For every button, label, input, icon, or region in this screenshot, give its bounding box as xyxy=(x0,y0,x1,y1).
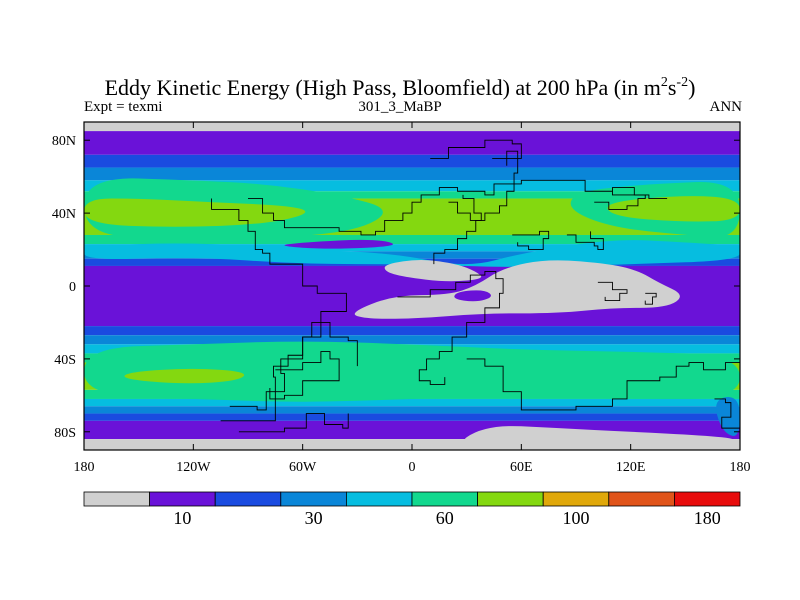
contour-region-7 xyxy=(124,368,245,384)
contour-band-7 xyxy=(84,234,740,245)
x-tick-label: 60W xyxy=(289,460,317,475)
coastline-15 xyxy=(492,150,519,166)
season-label: ANN xyxy=(709,99,743,115)
contour-band-8 xyxy=(84,244,740,252)
contour-region-4 xyxy=(84,240,740,267)
contour-band-12 xyxy=(84,326,740,336)
coastline-4 xyxy=(248,179,668,236)
contour-region-11 xyxy=(464,426,740,450)
contour-band-2 xyxy=(84,154,740,168)
coastline-3 xyxy=(238,413,349,433)
x-tick-label: 60E xyxy=(510,460,533,475)
coastline-7 xyxy=(512,230,550,251)
x-tick-label: 120W xyxy=(176,460,211,475)
contour-region-5 xyxy=(284,239,393,249)
colorbar-bin-6 xyxy=(411,491,478,507)
contour-region-3 xyxy=(607,196,740,222)
colorbar-bin-4 xyxy=(280,491,347,507)
contour-band-13 xyxy=(84,335,740,345)
axes: 180 120W 60W 0 60E 120E 180 80N 40N 0 40S 80S xyxy=(52,122,751,475)
coastline-0 xyxy=(211,198,347,422)
colorbar-bin-10 xyxy=(674,491,741,507)
coastline-9 xyxy=(594,187,646,210)
y-tick-label: 0 xyxy=(69,280,76,295)
coastline-10 xyxy=(397,270,504,385)
contour-band-3 xyxy=(84,167,740,181)
colorbar-bin-8 xyxy=(542,491,610,507)
colorbar-bin-5 xyxy=(345,491,413,507)
y-tick-label: 40S xyxy=(54,353,76,368)
colorbar-label: 100 xyxy=(563,508,590,528)
colorbar-label: 60 xyxy=(436,508,454,528)
coastline-13 xyxy=(644,292,657,305)
coastline-8 xyxy=(566,231,604,251)
contour-region-9 xyxy=(354,260,680,319)
colorbar-label: 180 xyxy=(694,508,721,528)
colorbar-bin-2 xyxy=(149,491,216,507)
x-tick-label: 120E xyxy=(616,460,646,475)
colorbar-bin-1 xyxy=(83,491,150,507)
colorbar-label: 10 xyxy=(173,508,191,528)
experiment-label: Expt = texmi xyxy=(84,99,163,115)
contour-band-4 xyxy=(84,180,740,192)
contour-band-1 xyxy=(84,131,740,155)
coastline-14 xyxy=(714,398,740,436)
contour-band-19 xyxy=(84,406,740,414)
y-tick-label: 80S xyxy=(54,426,76,441)
x-tick-label: 180 xyxy=(74,460,95,475)
colorbar-bin-7 xyxy=(477,491,544,507)
colorbar-label: 30 xyxy=(305,508,323,528)
chart-title: Eddy Kinetic Energy (High Pass, Bloomfie… xyxy=(104,75,696,100)
x-tick-label: 0 xyxy=(409,460,416,475)
colorbar-bin-3 xyxy=(214,491,282,507)
contour-band-5 xyxy=(84,191,740,199)
contour-band-20 xyxy=(84,413,740,421)
coastline-12 xyxy=(597,281,628,302)
coastline-2 xyxy=(269,351,340,400)
contour-region-8 xyxy=(384,260,482,282)
contour-region-1 xyxy=(84,198,306,227)
contour-band-9 xyxy=(84,251,740,259)
plot-area xyxy=(84,122,740,450)
y-tick-label: 80N xyxy=(52,134,76,149)
y-tick-label: 40N xyxy=(52,207,76,222)
coastline-5 xyxy=(430,139,522,265)
x-tick-label: 180 xyxy=(730,460,751,475)
colorbar-bin-9 xyxy=(608,491,675,507)
coastline-6 xyxy=(448,194,482,221)
colorbar: 10 30 60 100 180 xyxy=(83,491,741,528)
contour-band-18 xyxy=(84,398,740,407)
chart-subtitle: 301_3_MaBP xyxy=(358,99,442,115)
coastline-1 xyxy=(229,321,358,411)
contour-fills xyxy=(84,122,740,450)
contour-region-10 xyxy=(454,290,491,302)
coastlines xyxy=(211,139,740,436)
contour-region-6 xyxy=(84,341,740,402)
coastline-11 xyxy=(466,358,740,411)
